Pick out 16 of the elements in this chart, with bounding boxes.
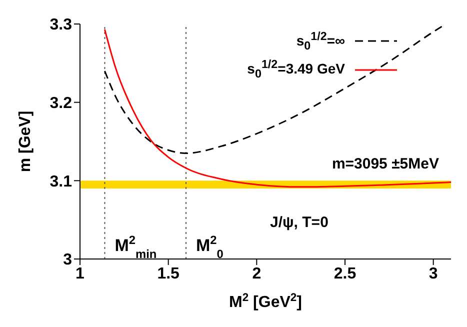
- line-series: [104, 28, 451, 188]
- y-tick-label: 3.1: [50, 173, 72, 190]
- x-tick-label: 2.5: [334, 265, 356, 282]
- x-tick-label: 1.5: [157, 265, 180, 282]
- x-tick-label: 2: [252, 265, 262, 282]
- y-tick-label: 3.3: [50, 16, 72, 34]
- x-tick-label: 1: [76, 265, 85, 282]
- y-axis-title: m [GeV]: [17, 110, 34, 172]
- legend-label: s$_{0}$$^{1/2}$=3.49 GeV: [247, 58, 345, 81]
- x-tick-label: 3: [428, 265, 438, 282]
- band-label: m=3095 ±5MeV: [332, 156, 439, 173]
- legend-label: s$_{0}$$^{1/2}$=∞: [296, 30, 345, 52]
- y-tick-label: 3: [63, 252, 72, 269]
- x-axis-title: M$^{2}$ [GeV$^{2}$]: [229, 292, 302, 311]
- annotation: J/ψ, T=0: [270, 214, 328, 231]
- y-tick-label: 3.2: [50, 95, 72, 112]
